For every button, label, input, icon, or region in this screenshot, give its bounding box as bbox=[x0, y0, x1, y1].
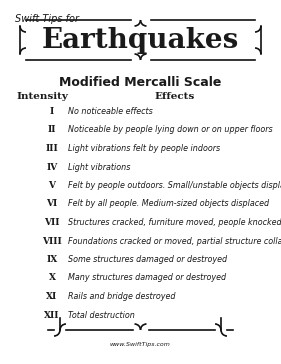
Text: II: II bbox=[48, 126, 56, 135]
Text: Felt by people outdoors. Small/unstable objects displaced: Felt by people outdoors. Small/unstable … bbox=[68, 181, 281, 190]
Text: Felt by all people. Medium-sized objects displaced: Felt by all people. Medium-sized objects… bbox=[68, 199, 269, 209]
Text: Light vibrations: Light vibrations bbox=[68, 162, 130, 171]
Text: Swift Tips for: Swift Tips for bbox=[15, 14, 79, 24]
Text: Earthquakes: Earthquakes bbox=[42, 28, 239, 55]
Text: V: V bbox=[49, 181, 56, 190]
Text: Foundations cracked or moved, partial structure collapse: Foundations cracked or moved, partial st… bbox=[68, 237, 281, 245]
Text: IX: IX bbox=[46, 255, 58, 264]
Text: www.SwiftTips.com: www.SwiftTips.com bbox=[110, 342, 171, 347]
Text: No noticeable effects: No noticeable effects bbox=[68, 107, 153, 116]
Text: Effects: Effects bbox=[155, 92, 195, 101]
Text: Rails and bridge destroyed: Rails and bridge destroyed bbox=[68, 292, 176, 301]
Text: Intensity: Intensity bbox=[16, 92, 68, 101]
Text: Many structures damaged or destroyed: Many structures damaged or destroyed bbox=[68, 273, 226, 282]
Text: Total destruction: Total destruction bbox=[68, 310, 135, 320]
Text: X: X bbox=[49, 273, 56, 282]
Text: XII: XII bbox=[44, 310, 60, 320]
Text: VI: VI bbox=[46, 199, 58, 209]
Text: VII: VII bbox=[44, 218, 60, 227]
Text: Light vibrations felt by people indoors: Light vibrations felt by people indoors bbox=[68, 144, 220, 153]
Text: III: III bbox=[46, 144, 58, 153]
Text: Noticeable by people lying down or on upper floors: Noticeable by people lying down or on up… bbox=[68, 126, 273, 135]
Text: Some structures damaged or destroyed: Some structures damaged or destroyed bbox=[68, 255, 227, 264]
Text: Structures cracked, furniture moved, people knocked over: Structures cracked, furniture moved, peo… bbox=[68, 218, 281, 227]
Text: IV: IV bbox=[46, 162, 58, 171]
Text: XI: XI bbox=[46, 292, 58, 301]
Text: VIII: VIII bbox=[42, 237, 62, 245]
Text: Modified Mercalli Scale: Modified Mercalli Scale bbox=[59, 76, 221, 89]
Text: I: I bbox=[50, 107, 54, 116]
